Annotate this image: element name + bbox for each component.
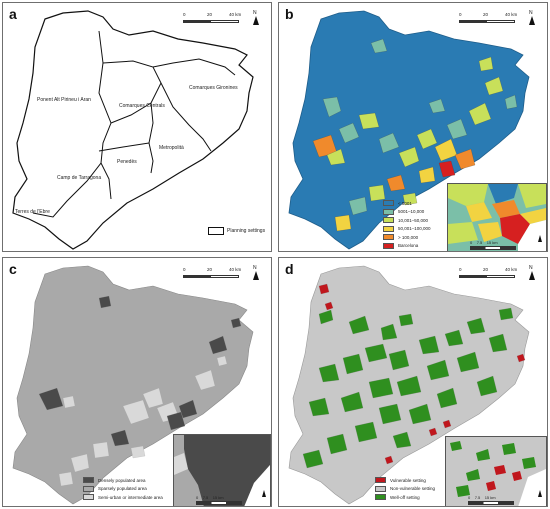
north-arrow-icon: N	[251, 11, 261, 27]
legend-swatch	[383, 209, 394, 215]
legend-swatch	[383, 226, 394, 232]
scale-bar: 0 20 40 km	[183, 14, 239, 28]
inset-map-barcelona: 0 7.5 15 km	[445, 436, 547, 507]
north-arrow-icon: N	[527, 11, 537, 27]
legend-urbanisation: Densely populated area Sparsely populate…	[83, 476, 163, 502]
legend-swatch	[383, 234, 394, 240]
inset-north-arrow-icon	[262, 490, 266, 497]
map-panel-urbanisation: c 0 20 40 km N Dense	[2, 257, 272, 507]
legend-swatch	[208, 227, 224, 235]
scale-bar: 0 20 40 km	[459, 14, 515, 28]
legend-item: Barcelona	[383, 242, 431, 251]
map-panel-vulnerability: d	[278, 257, 548, 507]
legend-population-size: < 5001 5001–10,000 10,001–50,000 50,001–…	[383, 199, 431, 250]
legend-label: Planning settings	[227, 228, 265, 234]
scale-bar: 0 20 40 km	[183, 269, 239, 283]
legend-swatch	[83, 477, 94, 483]
region-label-centrals: Comarques Centrals	[119, 103, 165, 109]
legend-item: Densely populated area	[83, 476, 163, 485]
legend-item: < 5001	[383, 199, 431, 208]
inset-north-arrow-icon	[538, 490, 542, 497]
legend-swatch	[375, 486, 386, 492]
legend-swatch	[375, 477, 386, 483]
legend-swatch	[375, 494, 386, 500]
scale-bar: 0 20 40 km	[459, 269, 515, 283]
legend-item: > 100,000	[383, 233, 431, 242]
legend-item: Well-off setting	[375, 493, 435, 502]
inset-map-barcelona: 0 7.5 15 km	[447, 183, 547, 252]
region-label-ponent: Ponent Alt Pirineu i Aran	[37, 97, 91, 103]
inset-scale-bar: 0 7.5 15 km	[470, 240, 516, 250]
map-panel-population-size: b 0	[278, 2, 548, 252]
legend-item: 10,001–50,000	[383, 216, 431, 225]
inset-scale-bar: 0 7.5 15 km	[468, 495, 514, 505]
legend-item: Semi-urban or intermediate area	[83, 493, 163, 502]
legend-swatch	[83, 494, 94, 500]
legend-swatch	[383, 200, 394, 206]
map-panel-planning-settings: a Ponent Alt Pirineu i Aran Comarques Ce…	[2, 2, 272, 252]
region-label-metropolita: Metropolità	[159, 145, 184, 151]
north-arrow-icon: N	[251, 266, 261, 282]
legend-item: 50,001–100,000	[383, 225, 431, 234]
region-label-terres-de-lebre: Terres de l'Ebre	[15, 209, 50, 215]
region-label-camp-de-tarragona: Camp de Tarragona	[57, 175, 101, 181]
north-arrow-icon: N	[527, 266, 537, 282]
legend-item: 5001–10,000	[383, 208, 431, 217]
inset-scale-bar: 0 7.5 15 km	[196, 495, 242, 505]
legend-swatch	[383, 217, 394, 223]
inset-north-arrow-icon	[538, 235, 542, 242]
inset-map-barcelona: 0 7.5 15 km	[173, 434, 271, 507]
legend-item: Vulnerable setting	[375, 476, 435, 485]
legend-item: Sparsely populated area	[83, 485, 163, 494]
legend-item: Non-vulnerable setting	[375, 485, 435, 494]
legend-vulnerability: Vulnerable setting Non-vulnerable settin…	[375, 476, 435, 502]
region-label-gironines: Comarques Gironines	[189, 85, 238, 91]
legend-swatch	[83, 486, 94, 492]
legend-swatch	[383, 243, 394, 249]
region-label-penedes: Penedès	[117, 159, 137, 165]
legend-planning-settings: Planning settings	[208, 227, 265, 235]
